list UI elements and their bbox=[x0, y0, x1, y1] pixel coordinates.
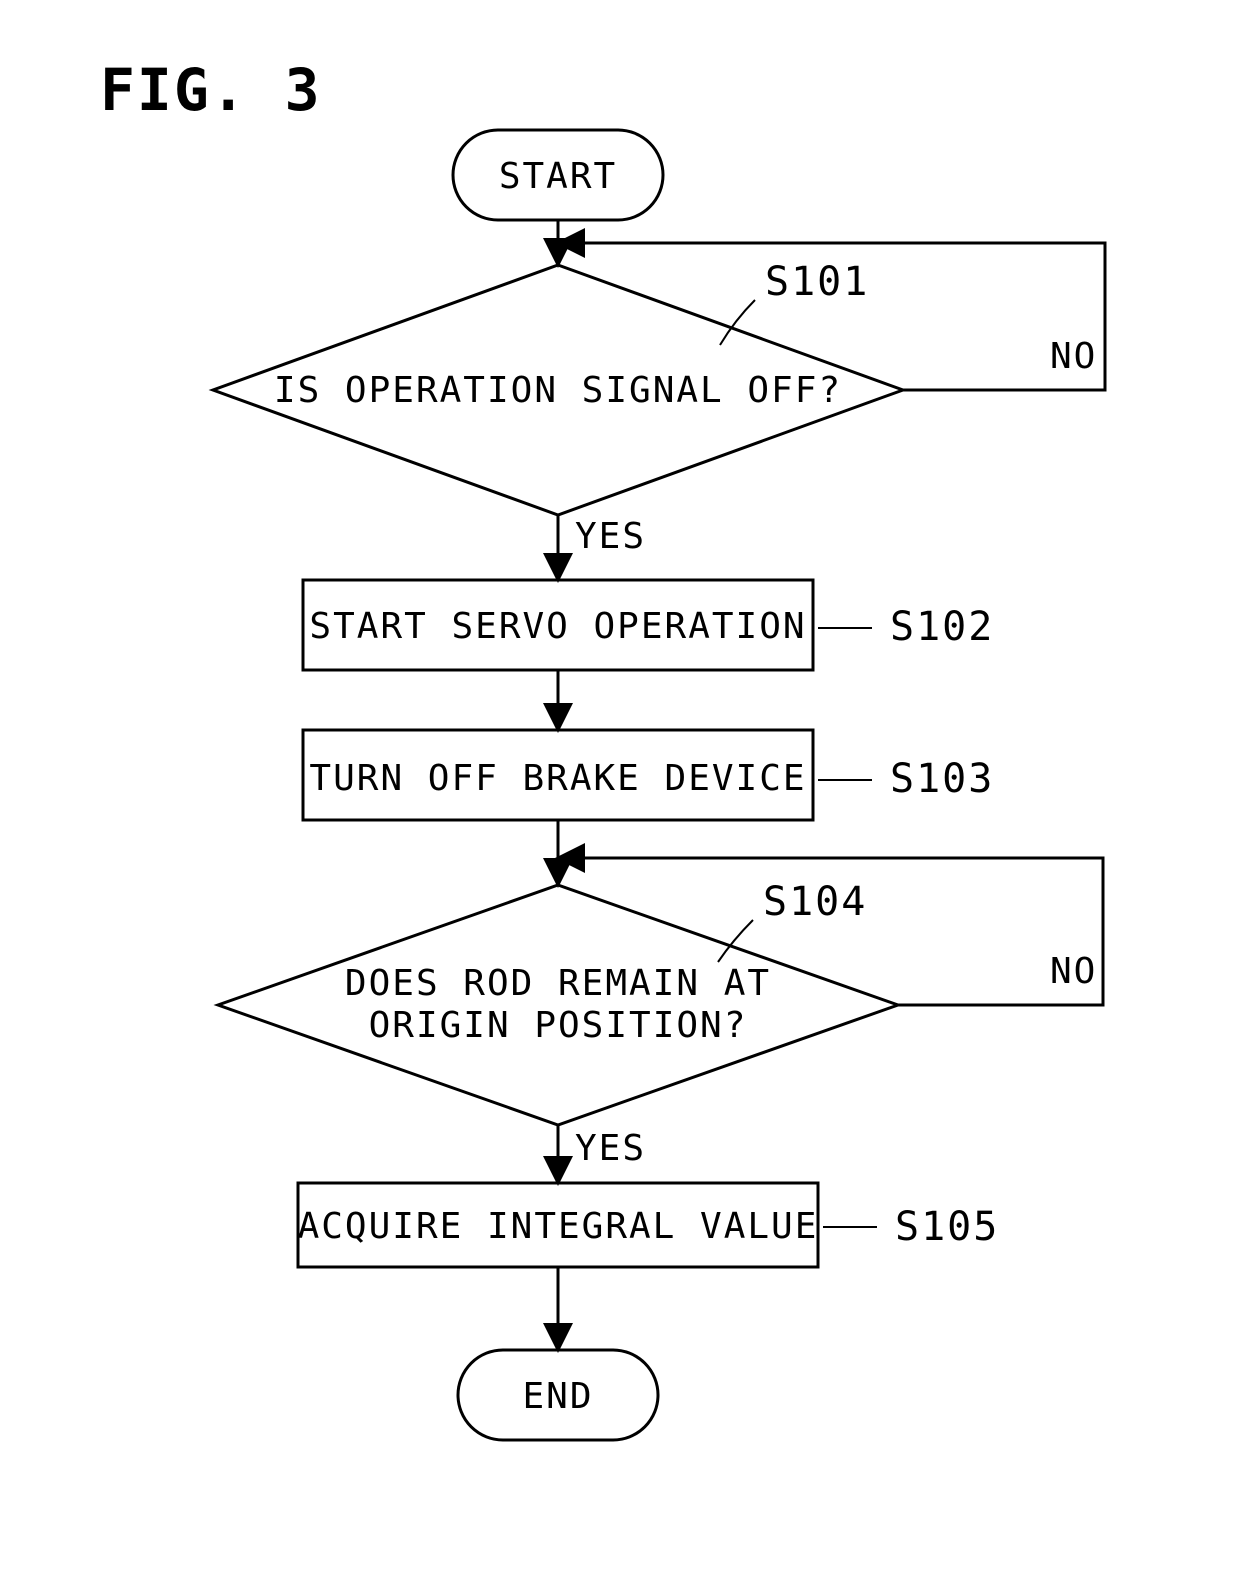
s104-no-label: NO bbox=[1050, 951, 1097, 992]
s103-label: TURN OFF BRAKE DEVICE bbox=[309, 758, 806, 799]
node-s102: START SERVO OPERATION bbox=[303, 580, 813, 670]
s105-label: ACQUIRE INTEGRAL VALUE bbox=[298, 1206, 819, 1247]
s101-yes-label: YES bbox=[575, 516, 646, 557]
s102-ref: S102 bbox=[890, 604, 994, 650]
s104-label-1: DOES ROD REMAIN AT bbox=[345, 963, 771, 1004]
figure-title: FIG. 3 bbox=[100, 56, 322, 124]
flowchart-diagram: FIG. 3 START IS OPERATION SIGNAL OFF? S1… bbox=[0, 0, 1240, 1584]
node-s103: TURN OFF BRAKE DEVICE bbox=[303, 730, 813, 820]
s103-ref: S103 bbox=[890, 756, 994, 802]
node-end: END bbox=[458, 1350, 658, 1440]
end-label: END bbox=[522, 1376, 593, 1417]
s102-label: START SERVO OPERATION bbox=[309, 606, 806, 647]
s104-yes-label: YES bbox=[575, 1128, 646, 1169]
node-s105: ACQUIRE INTEGRAL VALUE bbox=[298, 1183, 819, 1267]
s105-ref: S105 bbox=[895, 1204, 999, 1250]
node-start: START bbox=[453, 130, 663, 220]
s104-ref: S104 bbox=[763, 879, 867, 925]
s101-label: IS OPERATION SIGNAL OFF? bbox=[274, 370, 842, 411]
s101-no-label: NO bbox=[1050, 336, 1097, 377]
s104-label-2: ORIGIN POSITION? bbox=[369, 1005, 748, 1046]
start-label: START bbox=[499, 156, 617, 197]
s101-ref: S101 bbox=[765, 259, 869, 305]
